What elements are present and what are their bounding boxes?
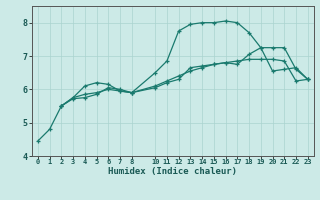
- X-axis label: Humidex (Indice chaleur): Humidex (Indice chaleur): [108, 167, 237, 176]
